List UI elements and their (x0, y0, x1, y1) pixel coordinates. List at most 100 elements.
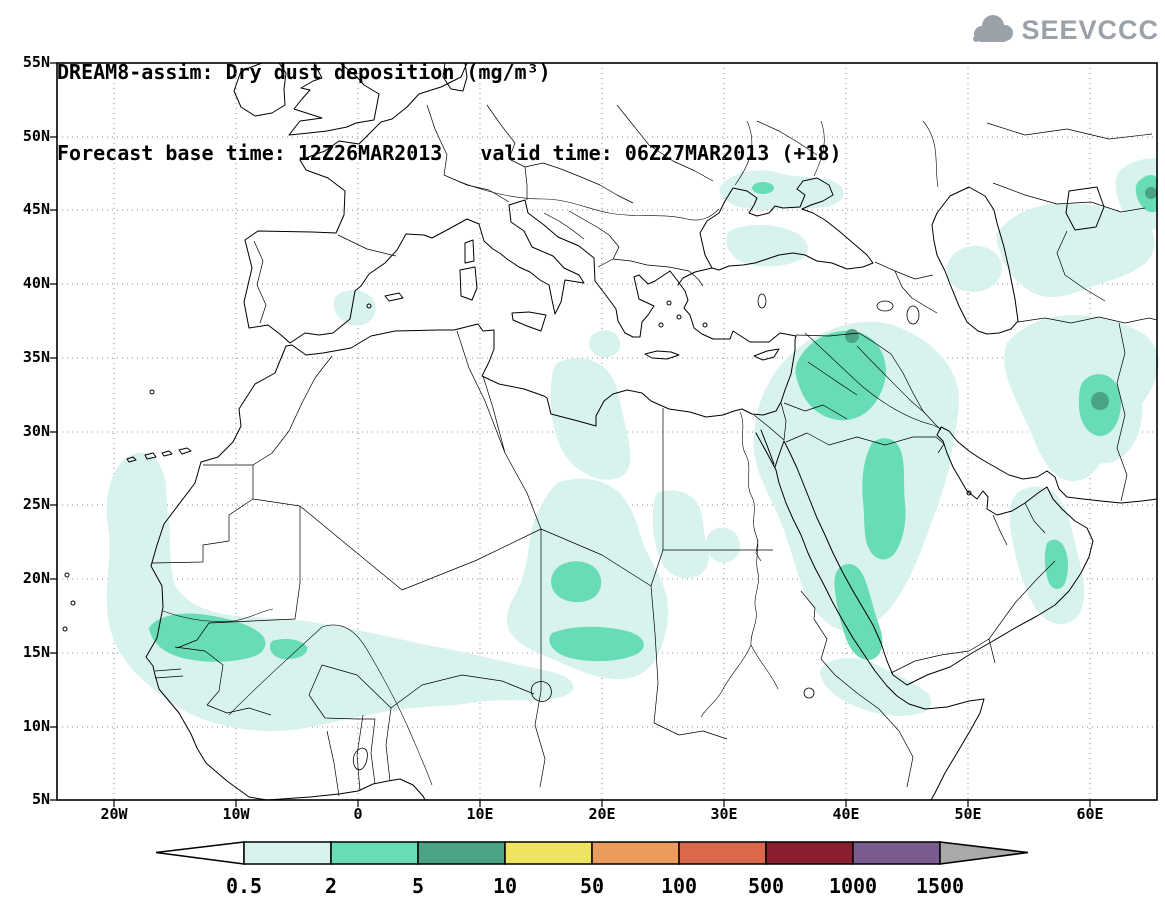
island-crete (644, 350, 680, 360)
colorbar: 0.5 2 5 10 50 100 500 1000 1500 (155, 841, 1029, 898)
lon-tick-label: 10E (466, 805, 494, 823)
lon-ticks (113, 800, 1091, 807)
core-oman (1044, 539, 1068, 589)
lat-tick-label: 55N (22, 53, 50, 71)
islands-canary (126, 447, 192, 463)
lake-urmia (906, 305, 920, 325)
lon-tick-label: 40E (832, 805, 860, 823)
island-aegean-1 (666, 300, 672, 306)
island-mallorca (384, 292, 404, 302)
colorbar-level-label: 1500 (916, 874, 964, 898)
core-chad-north (551, 561, 602, 603)
lat-tick-label: 15N (22, 643, 50, 661)
dust-gulf-aden (820, 657, 932, 716)
colorbar-segment (243, 841, 332, 865)
colorbar-level-label: 5 (412, 874, 424, 898)
colorbar-segment (765, 841, 854, 865)
lon-tick-label: 0 (353, 805, 363, 823)
core-saudi (862, 438, 906, 560)
islands-cape-verde-2 (70, 600, 76, 606)
logo-text: SEEVCCC (1021, 14, 1159, 45)
borders-africa (151, 330, 914, 797)
forecast-base-time: Forecast base time: 12Z26MAR2013 (57, 141, 443, 165)
lat-tick-label: 5N (31, 790, 50, 808)
borders-mideast-asia (753, 122, 1158, 674)
lake-tuz (757, 293, 767, 309)
lat-tick-label: 25N (22, 495, 50, 513)
dust-algeria-coast (333, 290, 376, 326)
island-cyprus (753, 348, 780, 361)
dust-benghazi (589, 330, 621, 358)
island-rhodes (702, 322, 708, 328)
coast-red-sea-west (755, 432, 888, 687)
lon-tick-label: 50E (954, 805, 982, 823)
map-canvas (50, 62, 1159, 807)
island-corsica (464, 239, 475, 264)
lon-tick-label: 10W (222, 805, 250, 823)
lat-tick-label: 50N (22, 127, 50, 145)
dust-libya-egypt (550, 358, 631, 480)
island-madeira (149, 389, 155, 395)
lake-volta (352, 747, 368, 771)
dust-middle-east (753, 321, 959, 632)
spot-ne-corner (1145, 187, 1157, 199)
lon-tick-label: 20W (100, 805, 128, 823)
chart-title: DREAM8-assim: Dry dust deposition (mg/m³… (57, 60, 551, 84)
spot-iran-se (1091, 392, 1109, 410)
lake-chad (530, 681, 552, 702)
islands-cape-verde-3 (62, 626, 68, 632)
coast-sinai (760, 429, 785, 468)
islands (62, 239, 972, 632)
core-syria-iraq (795, 330, 886, 421)
colorbar-segment (330, 841, 419, 865)
island-ibiza (366, 303, 372, 309)
lat-tick-label: 45N (22, 200, 50, 218)
dust-west-africa (106, 452, 574, 732)
dust-turkey-cyprus (726, 225, 808, 267)
colorbar-segment (852, 841, 941, 865)
country-borders (151, 104, 1158, 797)
coast-mainland (145, 62, 797, 801)
colorbar-level-label: 50 (580, 874, 604, 898)
island-sardinia (459, 266, 478, 301)
island-aegean-3 (658, 322, 664, 328)
colorbar-level-label: 500 (748, 874, 784, 898)
dust-ukraine (719, 170, 844, 210)
coast-aral (1065, 186, 1105, 231)
lon-tick-label: 60E (1076, 805, 1104, 823)
coast-black-sea (699, 177, 874, 271)
colorbar-left-arrow (155, 841, 245, 865)
coast-denmark (442, 62, 468, 92)
lat-tick-label: 40N (22, 274, 50, 292)
lat-tick-label: 35N (22, 348, 50, 366)
island-bahrain (966, 490, 972, 496)
coast-caspian (931, 186, 1019, 335)
chart-titles: DREAM8-assim: Dry dust deposition (mg/m³… (57, 5, 842, 221)
coast-somalia (886, 685, 985, 801)
colorbar-level-label: 0.5 (226, 874, 262, 898)
island-aegean-2 (676, 314, 682, 320)
lon-tick-label: 20E (588, 805, 616, 823)
colorbar-segment (591, 841, 680, 865)
axis-ticks (50, 62, 1091, 807)
coast-britain (288, 62, 380, 136)
rivers (162, 120, 942, 786)
colorbar-right-arrow (939, 841, 1029, 865)
borders-europe (253, 104, 818, 324)
seevccc-logo: SEEVCCC (968, 13, 1159, 47)
core-yemen-coast (834, 563, 883, 661)
lake-tana (803, 687, 815, 699)
core-ukraine (752, 182, 774, 194)
lat-ticks (50, 62, 57, 801)
coast-arabia (783, 426, 1158, 686)
coast-ireland (233, 62, 287, 117)
lon-tick-label: 30E (710, 805, 738, 823)
coastlines (145, 62, 1158, 801)
colorbar-segment (678, 841, 767, 865)
colorbar-level-label: 1000 (829, 874, 877, 898)
spot-syria (845, 329, 859, 343)
coast-marmara (677, 267, 713, 286)
islands-cape-verde-1 (64, 572, 70, 578)
colorbar-level-label: 100 (661, 874, 697, 898)
lat-tick-label: 20N (22, 569, 50, 587)
